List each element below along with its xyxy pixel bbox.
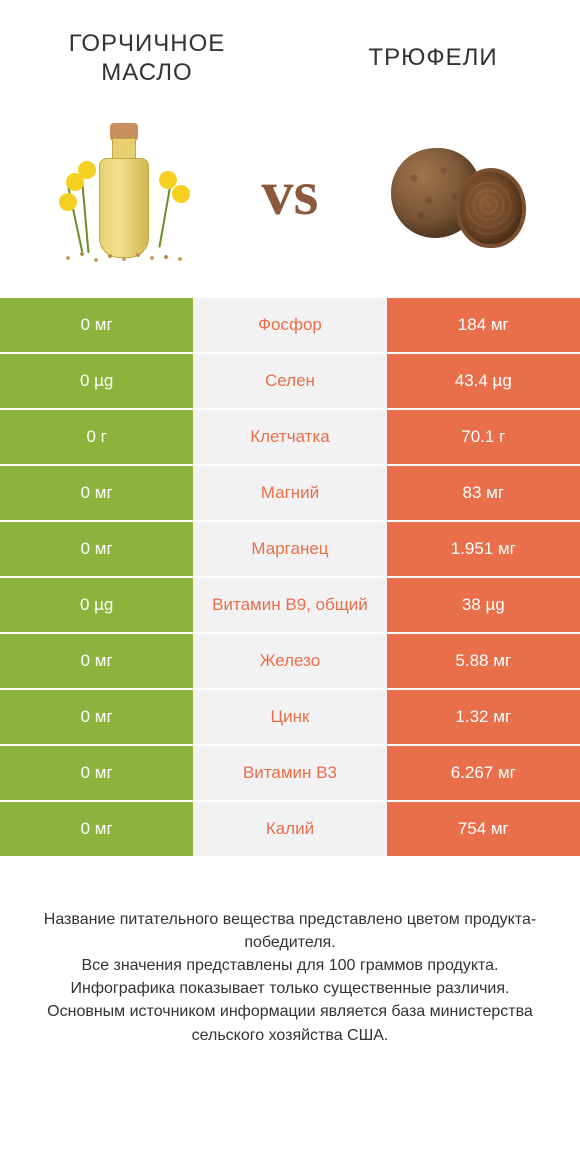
- right-value: 6.267 мг: [387, 746, 580, 800]
- left-value: 0 мг: [0, 746, 193, 800]
- left-value: 0 мг: [0, 298, 193, 352]
- comparison-table: 0 мгФосфор184 мг0 µgСелен43.4 µg0 гКлетч…: [0, 298, 580, 858]
- left-value: 0 µg: [0, 354, 193, 408]
- table-row: 0 мгВитамин B36.267 мг: [0, 746, 580, 802]
- nutrient-name: Витамин B9, общий: [193, 578, 386, 632]
- right-value: 1.32 мг: [387, 690, 580, 744]
- footer-line: Инфографика показывает только существенн…: [25, 977, 555, 1000]
- nutrient-name: Калий: [193, 802, 386, 856]
- footer-notes: Название питательного вещества представл…: [0, 858, 580, 1077]
- left-value: 0 г: [0, 410, 193, 464]
- table-row: 0 мгФосфор184 мг: [0, 298, 580, 354]
- nutrient-name: Марганец: [193, 522, 386, 576]
- right-value: 184 мг: [387, 298, 580, 352]
- table-row: 0 мгЖелезо5.88 мг: [0, 634, 580, 690]
- table-row: 0 мгМагний83 мг: [0, 466, 580, 522]
- right-value: 70.1 г: [387, 410, 580, 464]
- table-row: 0 гКлетчатка70.1 г: [0, 410, 580, 466]
- left-value: 0 мг: [0, 690, 193, 744]
- footer-line: Название питательного вещества представл…: [25, 908, 555, 954]
- nutrient-name: Клетчатка: [193, 410, 386, 464]
- left-product-image: [44, 113, 204, 273]
- right-value: 83 мг: [387, 466, 580, 520]
- left-value: 0 мг: [0, 802, 193, 856]
- left-value: 0 мг: [0, 466, 193, 520]
- nutrient-name: Фосфор: [193, 298, 386, 352]
- left-value: 0 µg: [0, 578, 193, 632]
- right-value: 38 µg: [387, 578, 580, 632]
- table-row: 0 µgВитамин B9, общий38 µg: [0, 578, 580, 634]
- table-row: 0 мгМарганец1.951 мг: [0, 522, 580, 578]
- right-value: 43.4 µg: [387, 354, 580, 408]
- nutrient-name: Магний: [193, 466, 386, 520]
- footer-line: Основным источником информации является …: [25, 1000, 555, 1046]
- left-product-title: ГОРЧИЧНОЕ МАСЛО: [30, 30, 264, 88]
- left-value: 0 мг: [0, 634, 193, 688]
- table-row: 0 мгЦинк1.32 мг: [0, 690, 580, 746]
- right-product-title: ТРЮФЕЛИ: [316, 44, 550, 73]
- right-value: 1.951 мг: [387, 522, 580, 576]
- nutrient-name: Железо: [193, 634, 386, 688]
- table-row: 0 мгКалий754 мг: [0, 802, 580, 858]
- nutrient-name: Селен: [193, 354, 386, 408]
- right-product-image: [376, 113, 536, 273]
- left-value: 0 мг: [0, 522, 193, 576]
- header: ГОРЧИЧНОЕ МАСЛО ТРЮФЕЛИ: [0, 0, 580, 98]
- table-row: 0 µgСелен43.4 µg: [0, 354, 580, 410]
- footer-line: Все значения представлены для 100 граммо…: [25, 954, 555, 977]
- nutrient-name: Цинк: [193, 690, 386, 744]
- right-value: 5.88 мг: [387, 634, 580, 688]
- nutrient-name: Витамин B3: [193, 746, 386, 800]
- vs-label: vs: [262, 156, 319, 230]
- images-row: vs: [0, 98, 580, 298]
- right-value: 754 мг: [387, 802, 580, 856]
